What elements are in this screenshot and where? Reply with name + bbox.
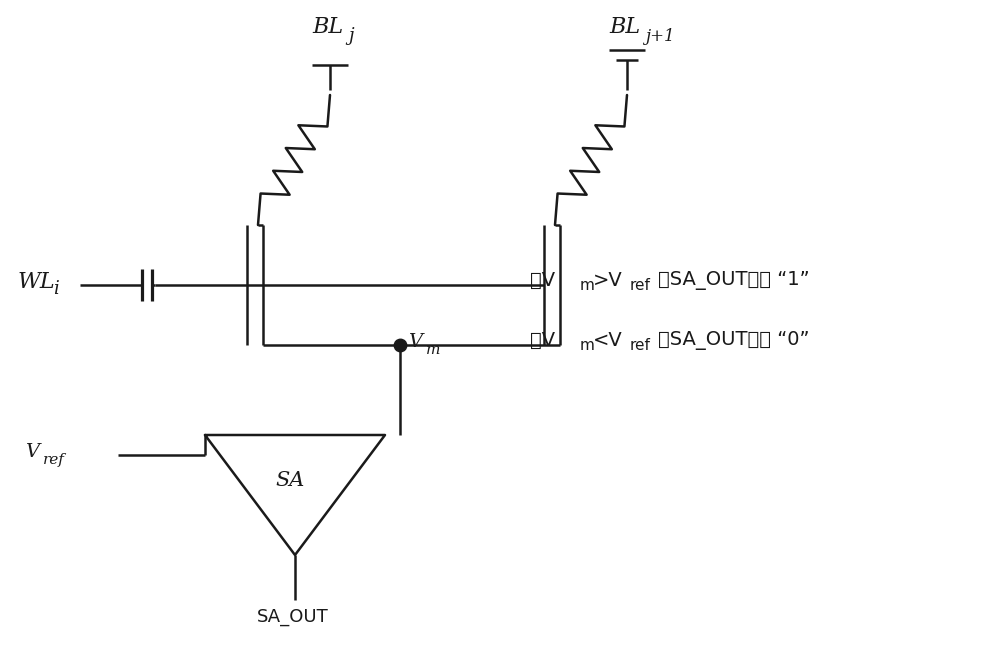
Text: 当V: 当V xyxy=(530,330,555,349)
Text: >V: >V xyxy=(593,270,623,289)
Text: ，SA_OUT读出 “0”: ，SA_OUT读出 “0” xyxy=(658,330,810,349)
Text: <V: <V xyxy=(593,330,623,349)
Text: i: i xyxy=(53,280,59,298)
Text: m: m xyxy=(580,278,595,293)
Text: V: V xyxy=(25,443,39,461)
Text: V: V xyxy=(408,333,422,351)
Text: m: m xyxy=(426,343,440,357)
Text: SA_OUT: SA_OUT xyxy=(257,608,329,626)
Text: BL: BL xyxy=(609,16,640,38)
Text: WL: WL xyxy=(18,271,56,293)
Text: 当V: 当V xyxy=(530,270,555,289)
Text: ref: ref xyxy=(630,338,651,353)
Text: j+1: j+1 xyxy=(645,28,675,45)
Text: BL: BL xyxy=(312,16,343,38)
Text: ，SA_OUT读出 “1”: ，SA_OUT读出 “1” xyxy=(658,270,810,289)
Text: j: j xyxy=(348,27,354,45)
Text: SA: SA xyxy=(275,471,305,490)
Text: ref: ref xyxy=(630,278,651,293)
Text: ref: ref xyxy=(43,453,65,467)
Text: m: m xyxy=(580,338,595,353)
